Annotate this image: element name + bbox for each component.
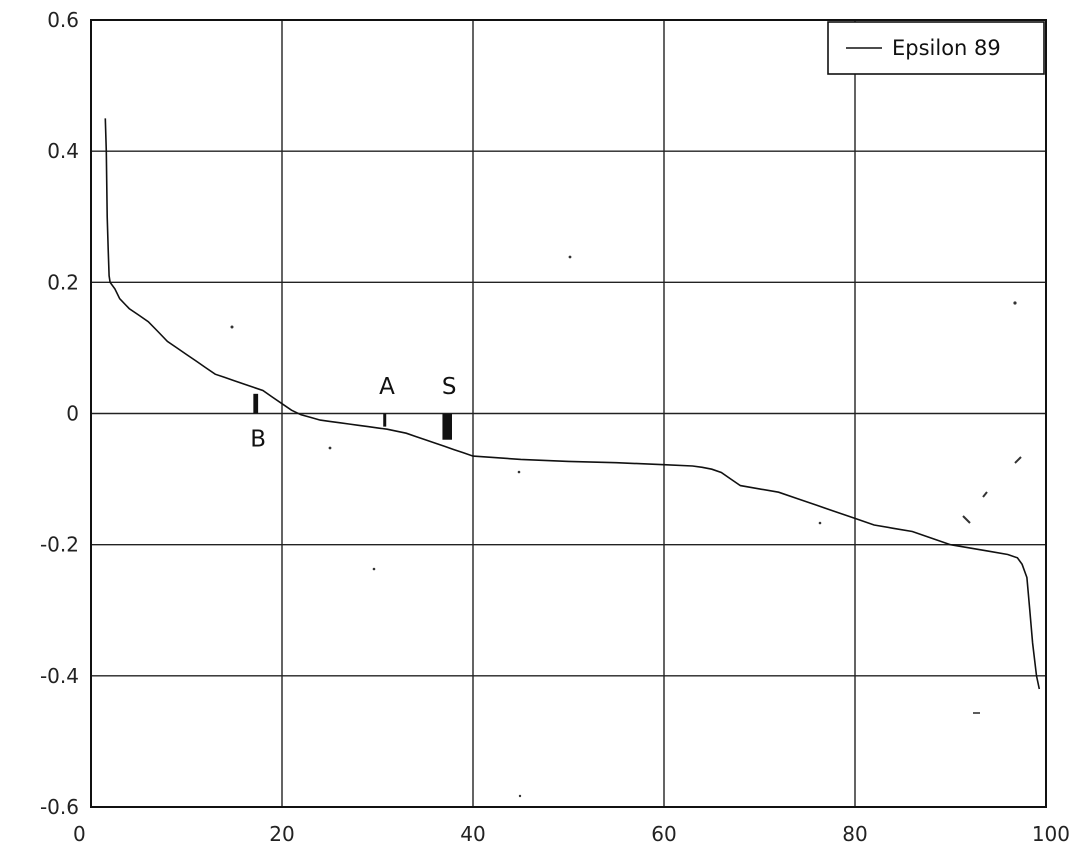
annotations: A S B <box>250 374 456 452</box>
scan-specks <box>230 255 1022 798</box>
y-tick-label: 0.6 <box>47 8 79 32</box>
x-tick-label: 20 <box>269 822 294 846</box>
legend: Epsilon 89 <box>827 21 1045 75</box>
grid-lines <box>90 19 1047 808</box>
y-tick-label: 0.2 <box>47 270 79 294</box>
x-tick-label: 80 <box>842 822 867 846</box>
x-tick-label: 0 <box>73 822 86 846</box>
x-tick-label: 100 <box>1032 822 1070 846</box>
shaded-bands <box>253 393 452 440</box>
y-tick-label: 0.4 <box>47 139 79 163</box>
annotation-S: S <box>442 374 457 400</box>
series-layer <box>104 118 1041 690</box>
annotation-A: A <box>379 374 395 400</box>
plot-frame <box>90 19 1047 808</box>
y-tick-label: -0.2 <box>40 533 79 557</box>
y-tick-label: -0.4 <box>40 664 79 688</box>
legend-series-label: Epsilon 89 <box>892 36 1001 60</box>
shaded-band-S <box>442 413 452 440</box>
y-tick-label: 0 <box>66 402 79 426</box>
tick-labels: 0 20 40 60 80 100 0.6 0.4 0.2 0 -0.2 -0.4 -0.6 <box>40 8 1070 846</box>
y-tick-label: -0.6 <box>40 795 79 819</box>
x-tick-label: 40 <box>460 822 485 846</box>
shaded-band-B <box>253 393 259 414</box>
shaded-band-A <box>383 413 387 427</box>
annotation-B: B <box>250 426 266 452</box>
series-line <box>104 118 1041 690</box>
x-tick-label: 60 <box>651 822 676 846</box>
